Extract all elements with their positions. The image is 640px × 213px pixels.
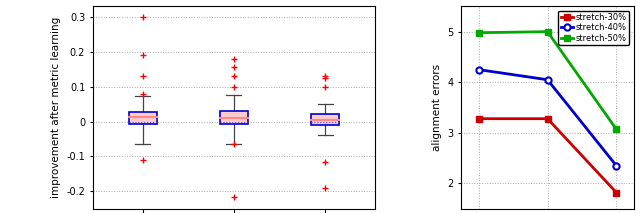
stretch-30% [612,191,620,194]
Bar [312,114,339,125]
stretch-40% [475,68,483,71]
Legend: stretch-30%, stretch-40%, stretch-50%: stretch-30%, stretch-40%, stretch-50% [558,11,629,45]
stretch-40% [612,164,620,167]
Bar [129,112,157,124]
Line: stretch-40%: stretch-40% [476,66,620,169]
stretch-50% [612,128,620,131]
Line: stretch-30%: stretch-30% [476,116,620,196]
Bar [220,111,248,124]
stretch-50% [475,31,483,34]
stretch-30% [475,117,483,120]
stretch-40% [544,78,552,81]
Y-axis label: alignment errors: alignment errors [432,64,442,151]
stretch-30% [544,117,552,120]
Line: stretch-50%: stretch-50% [476,29,620,132]
stretch-50% [544,30,552,33]
Y-axis label: improvement after metric learning: improvement after metric learning [51,17,61,198]
